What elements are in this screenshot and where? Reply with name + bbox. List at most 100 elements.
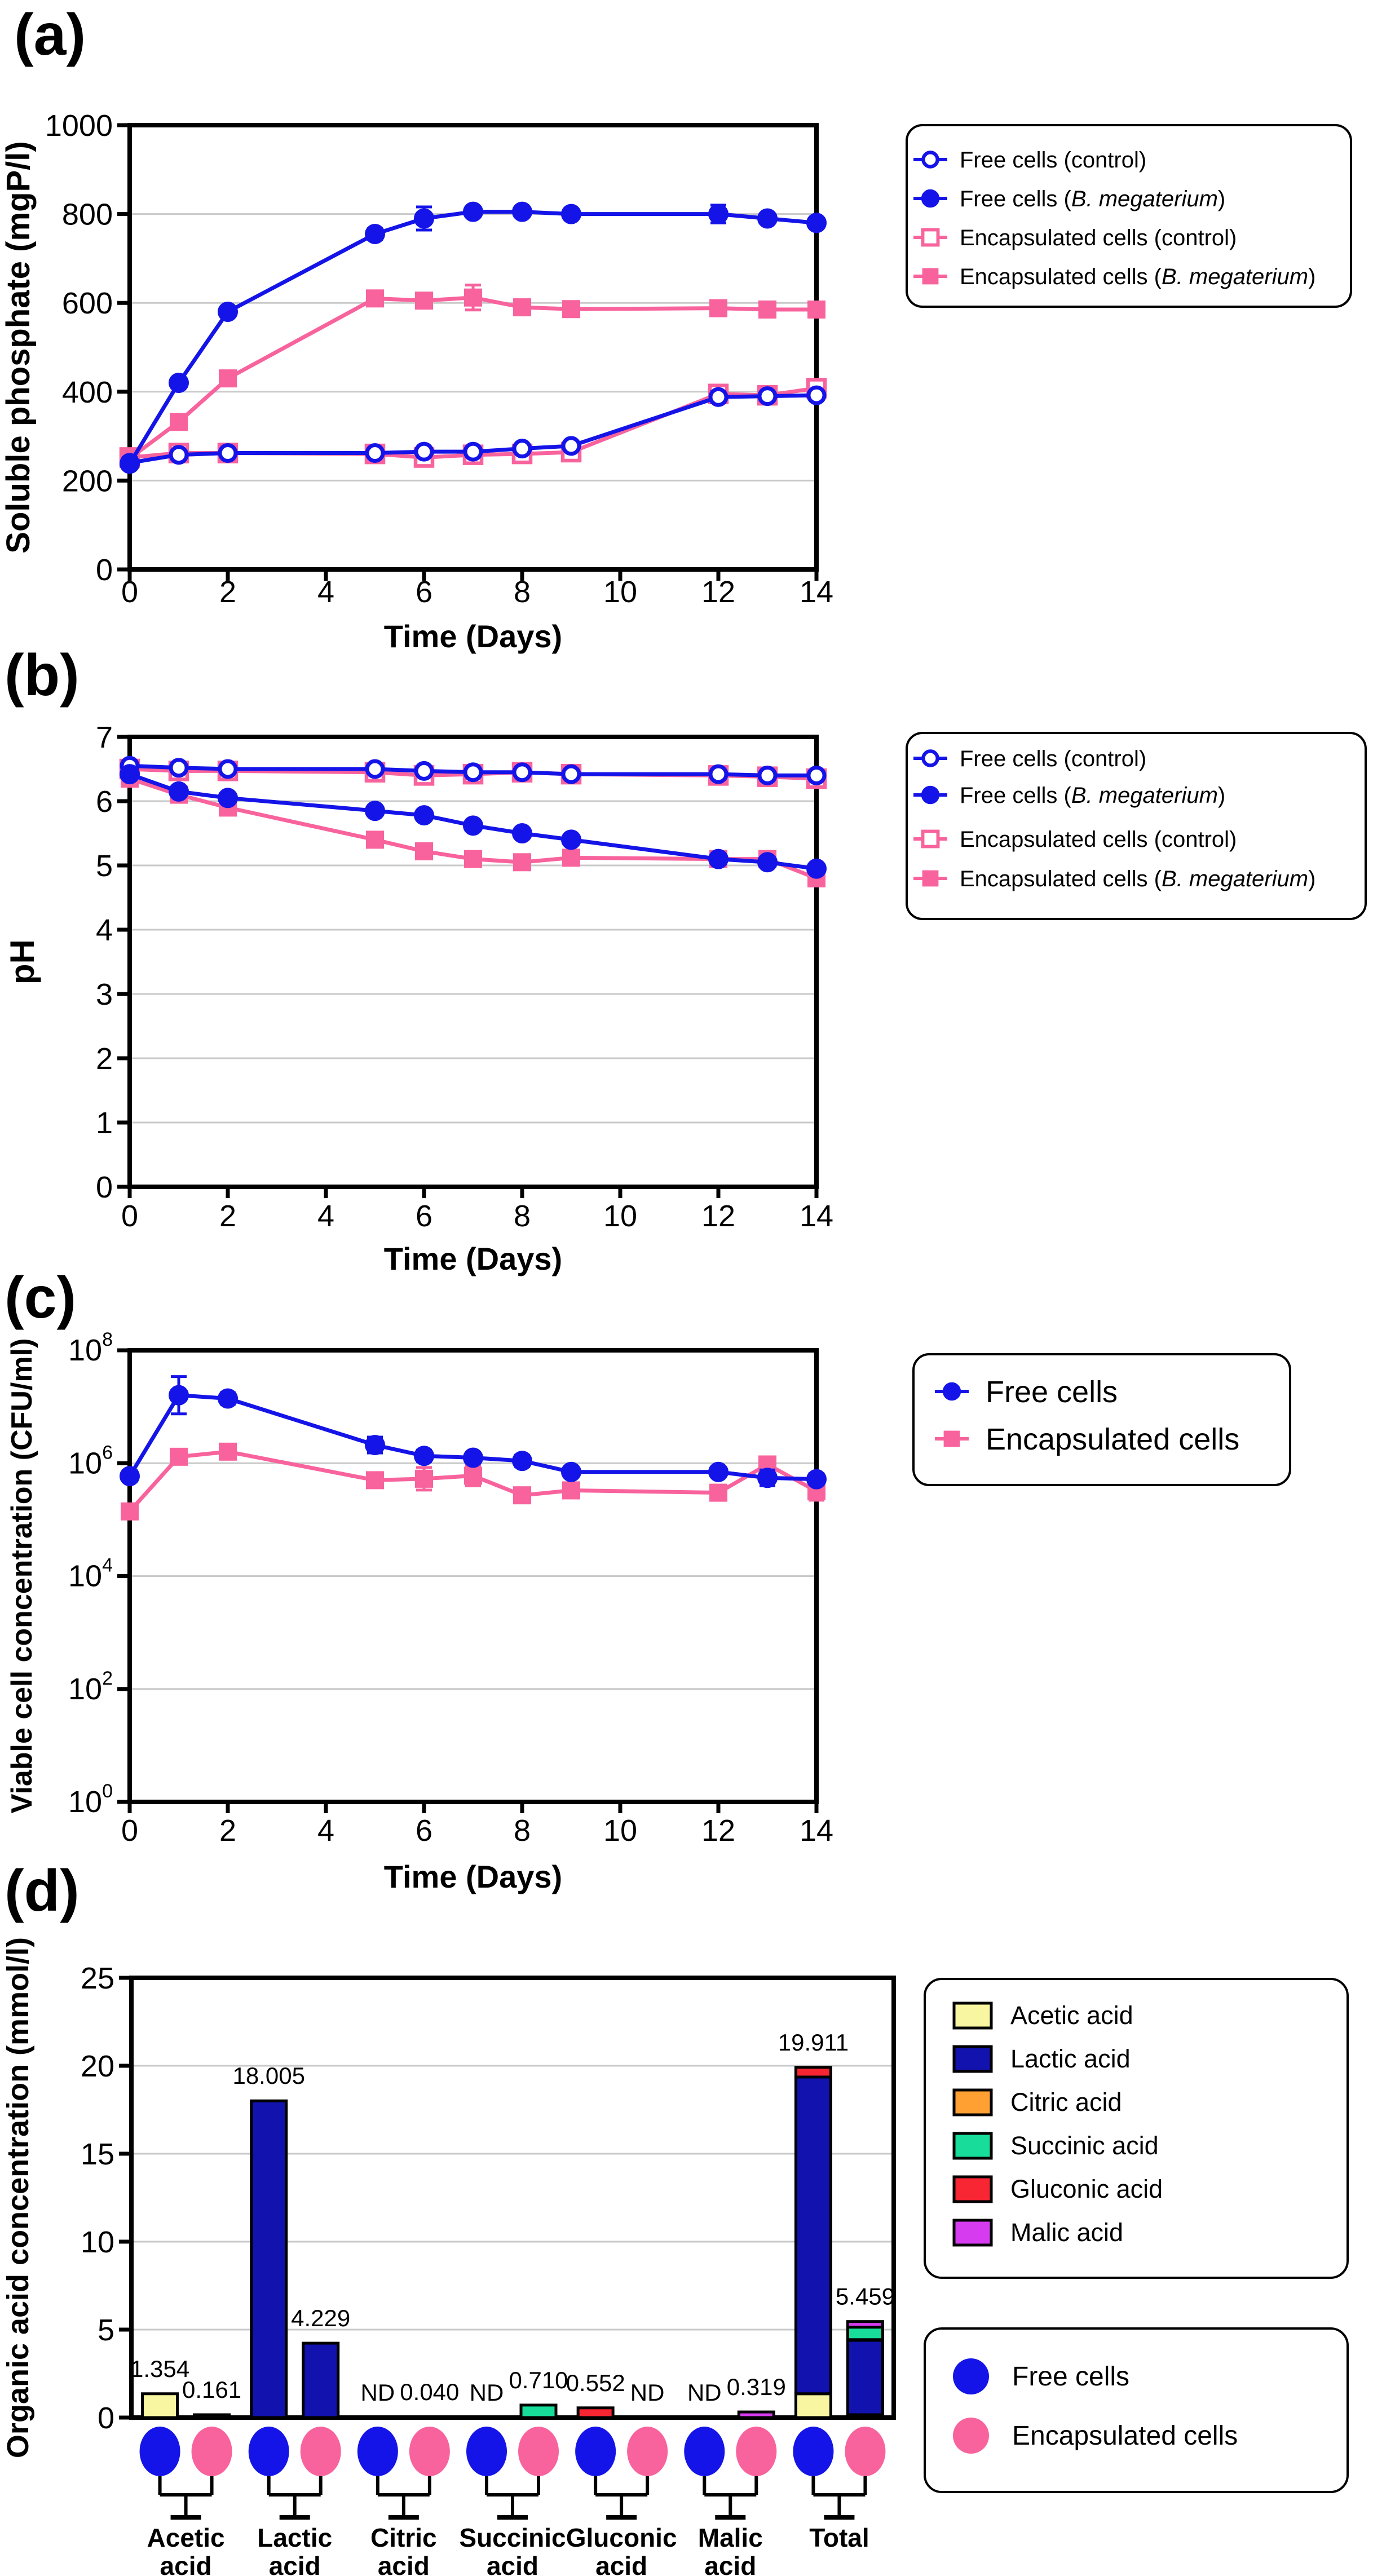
x-tick-label: 12 <box>701 1199 735 1233</box>
panel-a-label: (a) <box>14 2 86 68</box>
encap-cells-marker <box>736 2427 777 2476</box>
plot-frame <box>127 735 819 1189</box>
filled-square-marker <box>170 413 188 431</box>
label-pre: Encapsulated cells (control) <box>960 827 1237 852</box>
filled-circle-marker <box>512 1451 532 1472</box>
label-italic: B. megaterium <box>1162 867 1308 891</box>
filled-square-marker <box>121 1502 139 1521</box>
y-axis-title: Organic acid concentration (mmol/l) <box>1 1937 35 2458</box>
open-circle-marker <box>921 749 939 767</box>
label-italic: B. megaterium <box>1071 783 1218 808</box>
filled-circle-marker <box>414 805 434 826</box>
bar-segment-lactic <box>302 2341 340 2419</box>
open-circle-marker <box>463 762 483 783</box>
filled-square-marker <box>464 850 482 868</box>
filled-square-marker <box>562 300 580 319</box>
filled-circle-marker <box>708 849 729 869</box>
y-tick-label: 3 <box>96 978 113 1011</box>
encap-cells-marker <box>845 2427 886 2476</box>
filled-circle-marker <box>169 373 189 394</box>
x-tick-label: 6 <box>416 1814 432 1848</box>
encap-cells-marker <box>518 2427 559 2476</box>
bar-segment-acetic <box>794 2392 832 2419</box>
y-tick-label: 5 <box>98 2313 114 2347</box>
bar-segment-acetic <box>141 2392 179 2419</box>
x-tick-label: 10 <box>603 1814 637 1848</box>
x-tick-label: 0 <box>121 1199 138 1233</box>
bar-value-label: 18.005 <box>232 2062 304 2089</box>
bar-segment-lactic <box>846 2339 884 2416</box>
filled-square-marker <box>922 268 939 285</box>
filled-circle-marker <box>120 1466 140 1487</box>
open-circle-marker <box>806 385 827 405</box>
legend-item-free-bmeg: Free cells (B. megaterium) <box>960 187 1225 211</box>
y-tick-label: 0 <box>96 1170 113 1204</box>
filled-square-marker <box>943 1430 960 1447</box>
open-circle-marker <box>757 765 778 785</box>
filled-circle-marker <box>218 1388 238 1409</box>
filled-circle-marker <box>806 213 827 233</box>
y-tick-label: 106 <box>68 1442 113 1480</box>
encap-cells-legend-marker <box>953 2418 989 2454</box>
legend-box <box>924 2327 1349 2493</box>
filled-circle-marker <box>218 301 238 322</box>
swatch-gluconic <box>952 2175 993 2203</box>
x-axis: 0 2 4 6 8 10 12 14 Time (Days) <box>121 1802 833 1894</box>
category-label: acid <box>595 2551 647 2576</box>
exponent: 4 <box>102 1555 113 1576</box>
label-pre: Free cells (control) <box>960 746 1146 771</box>
encap-cells-marker <box>409 2427 450 2476</box>
base: 10 <box>68 1333 102 1367</box>
series-line-free-bmeg <box>128 210 817 465</box>
filled-square-marker <box>807 301 825 319</box>
filled-square-marker <box>366 830 384 849</box>
filled-circle-marker <box>708 204 729 224</box>
legend-item-encap-bmeg: Encapsulated cells (B. megaterium) <box>960 867 1315 891</box>
filled-circle-marker <box>414 1446 434 1466</box>
filled-circle-marker <box>921 189 940 208</box>
legend-box <box>924 1978 1349 2279</box>
open-circle-marker <box>218 443 238 463</box>
filled-circle-marker <box>120 453 140 474</box>
legend-box <box>906 732 1367 920</box>
filled-circle-marker <box>463 1447 483 1468</box>
y-axis-title: Soluble phosphate (mgP/l) <box>0 141 37 553</box>
y-tick-label: 25 <box>81 1961 114 1995</box>
filled-circle-marker <box>365 1434 385 1455</box>
filled-square-marker <box>709 299 727 317</box>
acid-legend: Acetic acid Lactic acid Citric acid Succini… <box>924 1978 1349 2279</box>
filled-circle-marker <box>218 788 238 808</box>
acid-legend-label: Acetic acid <box>1010 2001 1133 2030</box>
filled-circle-marker <box>757 852 778 873</box>
cells-legend-label: Free cells <box>1012 2362 1129 2392</box>
legend: Free cells (control)Free cells (B. megat… <box>906 732 1367 920</box>
free-cells-marker <box>139 2427 180 2476</box>
legend-item-encap-control: Encapsulated cells (control) <box>960 226 1237 250</box>
category-label: acid <box>704 2551 756 2576</box>
y-axis: 0 1 2 3 4 5 6 7 pH <box>3 721 130 1204</box>
y-axis-title: pH <box>3 939 41 984</box>
open-circle-marker <box>561 436 581 456</box>
x-tick-label: 10 <box>603 1199 637 1233</box>
filled-circle-marker <box>806 1469 827 1490</box>
filled-square-marker <box>366 289 384 308</box>
legend-item-free-control: Free cells (control) <box>960 746 1146 771</box>
y-tick-label: 0 <box>96 553 113 587</box>
x-axis: 0 2 4 6 8 10 12 14 Time (Days) <box>121 1187 833 1276</box>
y-tick-label: 10 <box>81 2225 114 2259</box>
bar-segment-acetic <box>193 2413 231 2419</box>
filled-circle-marker <box>708 1461 729 1482</box>
y-tick-label: 20 <box>81 2049 114 2083</box>
open-circle-marker <box>921 151 939 169</box>
filled-square-marker <box>562 1481 580 1500</box>
free-cells-marker <box>248 2427 289 2476</box>
category-label: Total <box>809 2523 869 2552</box>
x-tick-label: 4 <box>317 575 334 609</box>
bar-value-label: 0.552 <box>566 2370 625 2396</box>
label-pre: Encapsulated cells (control) <box>960 226 1237 250</box>
